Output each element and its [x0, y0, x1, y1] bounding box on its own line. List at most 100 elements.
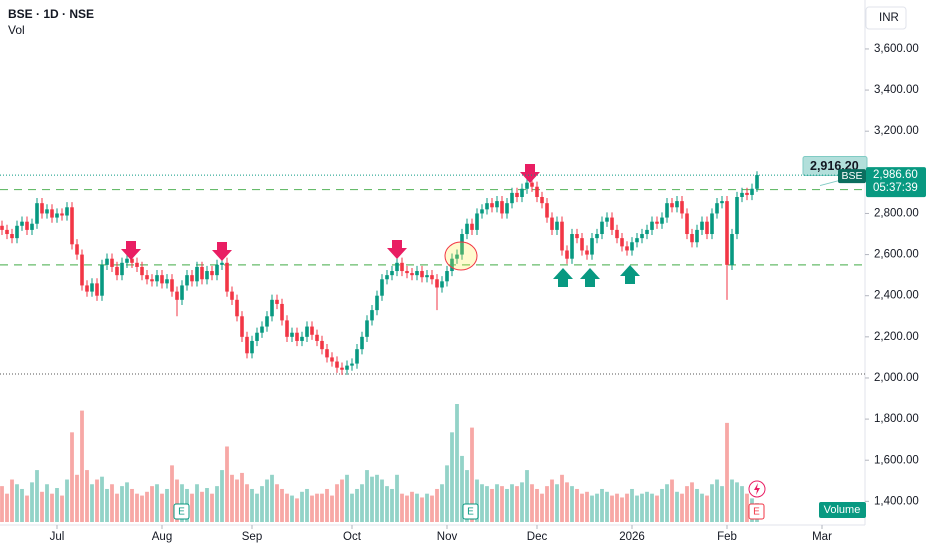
candle-body: [35, 203, 39, 224]
volume-bar: [475, 479, 479, 522]
volume-bar: [495, 484, 499, 522]
volume-bar: [710, 484, 714, 522]
volume-bar: [510, 484, 514, 522]
candle-body: [470, 223, 474, 230]
candle-body: [360, 336, 364, 350]
volume-tag: [819, 502, 866, 518]
volume-bar: [400, 493, 404, 522]
candle-body: [570, 234, 574, 259]
volume-bar: [160, 493, 164, 522]
candle-body: [495, 201, 499, 208]
volume-bar: [10, 479, 14, 522]
volume-bar: [125, 482, 129, 522]
volume-bar: [570, 486, 574, 522]
volume-bar: [250, 488, 254, 522]
dividend-icon[interactable]: [748, 480, 766, 498]
candle-body: [560, 221, 564, 251]
candle-body: [385, 275, 389, 280]
down-arrow: [387, 240, 407, 259]
candle-body: [30, 223, 34, 230]
volume-bar: [615, 493, 619, 522]
candle-body: [305, 326, 309, 337]
candle-body: [460, 234, 464, 255]
volume-bar: [310, 495, 314, 522]
volume-bar: [195, 484, 199, 522]
candle-body: [370, 310, 374, 321]
volume-bar: [505, 488, 509, 522]
volume-bar: [180, 484, 184, 522]
volume-bar: [640, 493, 644, 522]
candle-body: [400, 262, 404, 272]
volume-bar: [535, 488, 539, 522]
volume-bar: [660, 488, 664, 522]
candle-body: [130, 258, 134, 263]
volume-bar: [450, 432, 454, 522]
earnings-icon[interactable]: E: [173, 503, 190, 520]
volume-bar: [420, 497, 424, 522]
y-tick-label: 2,000.00: [874, 372, 919, 384]
volume-bar: [285, 493, 289, 522]
volume-bar: [345, 474, 349, 522]
candle-body: [260, 326, 264, 333]
volume-bar: [210, 493, 214, 522]
volume-bar: [175, 479, 179, 522]
volume-bar: [205, 488, 209, 522]
volume-bar: [630, 488, 634, 522]
volume-bar: [25, 495, 29, 522]
candle-body: [140, 266, 144, 276]
volume-bar: [680, 493, 684, 522]
volume-bar: [605, 491, 609, 522]
volume-bar: [20, 488, 24, 522]
candle-body: [590, 238, 594, 255]
down-arrow: [520, 164, 540, 183]
currency-box[interactable]: [865, 6, 907, 30]
candle-body: [240, 316, 244, 337]
candle-body: [425, 275, 429, 278]
volume-bar: [45, 484, 49, 522]
volume-bar: [690, 482, 694, 522]
volume-bar: [590, 495, 594, 522]
volume-bar: [335, 484, 339, 522]
candle-body: [735, 197, 739, 235]
candle-body: [110, 258, 114, 267]
candle-body: [700, 221, 704, 230]
candle-body: [95, 283, 99, 296]
candle-body: [595, 234, 599, 239]
volume-bar: [220, 470, 224, 522]
earnings-icon[interactable]: E: [462, 503, 479, 520]
candle-body: [715, 203, 719, 214]
volume-bar: [320, 493, 324, 522]
volume-bar: [350, 493, 354, 522]
candle-body: [725, 201, 729, 265]
candle-body: [100, 264, 104, 296]
candle-body: [600, 221, 604, 235]
earnings-icon[interactable]: E: [748, 503, 765, 520]
candle-body: [605, 217, 609, 222]
highlight-circle: [444, 241, 478, 271]
candle-body: [165, 279, 169, 284]
candle-body: [380, 279, 384, 296]
volume-bar: [530, 484, 534, 522]
volume-bar: [300, 491, 304, 522]
volume-bar: [325, 488, 329, 522]
candle-body: [455, 254, 459, 259]
volume-bar: [5, 493, 9, 522]
candle-body: [690, 234, 694, 243]
volume-bar: [735, 482, 739, 522]
candle-body: [230, 291, 234, 300]
candle-body: [345, 365, 349, 370]
candle-body: [395, 262, 399, 272]
volume-indicator-label: Vol: [8, 23, 25, 37]
volume-bar: [695, 488, 699, 522]
volume-bar: [230, 474, 234, 522]
volume-bar: [675, 491, 679, 522]
volume-bar: [190, 493, 194, 522]
volume-bar: [145, 491, 149, 522]
volume-bar: [715, 479, 719, 522]
volume-bar: [655, 495, 659, 522]
candle-body: [585, 250, 589, 255]
candle-body: [190, 275, 194, 282]
down-arrow: [121, 241, 141, 260]
volume-bar: [480, 484, 484, 522]
candle-body: [215, 264, 219, 276]
